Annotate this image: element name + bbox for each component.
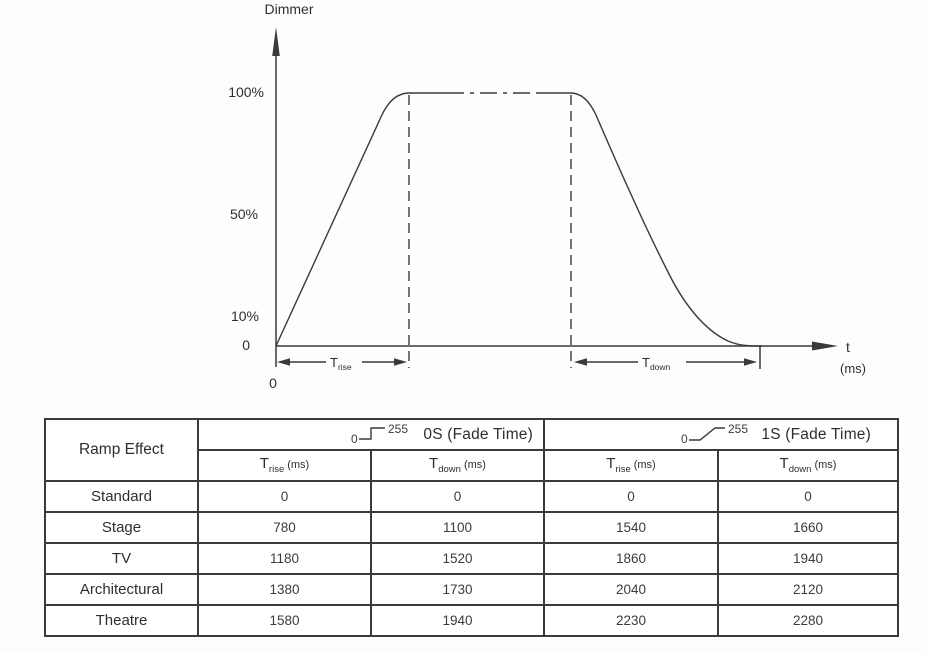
cell-value: 0 [370, 480, 545, 513]
table-row: Stage 780 1100 1540 1660 [44, 511, 899, 544]
cell-value: 1380 [197, 573, 372, 606]
subcol-trise-1s: Trise (ms) [543, 449, 719, 482]
cell-value: 1520 [370, 542, 545, 575]
step-0s-icon: 0 255 [351, 424, 408, 446]
svg-text:0: 0 [681, 432, 688, 446]
cell-value: 2040 [543, 573, 719, 606]
subcol-tdown-1s: Tdown (ms) [717, 449, 899, 482]
cell-value: 0 [543, 480, 719, 513]
cell-value: 1540 [543, 511, 719, 544]
ytick-0: 0 [242, 337, 250, 353]
subcol-tdown-0s: Tdown (ms) [370, 449, 545, 482]
trise-left-arrowhead-icon [277, 358, 290, 366]
tdown-right-arrowhead-icon [744, 358, 757, 366]
x-axis-label: t [846, 339, 850, 355]
subcol-trise-0s: Trise (ms) [197, 449, 372, 482]
cell-value: 0 [717, 480, 899, 513]
group-header-1s: 0 255 1S (Fade Time) [543, 418, 899, 451]
ramp-1s-icon: 0 255 [681, 424, 748, 446]
trise-annotation: Trise [330, 355, 352, 372]
dimmer-curve-figure: Dimmer t (ms) 100% 50% 10% 0 0 Trise Tdo… [228, 1, 866, 391]
row-name-architectural: Architectural [44, 573, 199, 606]
cell-value: 1660 [717, 511, 899, 544]
svg-text:255: 255 [728, 424, 748, 436]
table-row: Theatre 1580 1940 2230 2280 [44, 604, 899, 637]
svg-text:0: 0 [351, 432, 358, 446]
cell-value: 1940 [370, 604, 545, 637]
cell-value: 1730 [370, 573, 545, 606]
ytick-50: 50% [230, 206, 258, 222]
corner-header: Ramp Effect [44, 418, 199, 482]
group-header-0s: 0 255 0S (Fade Time) [197, 418, 545, 451]
cell-value: 2120 [717, 573, 899, 606]
cell-value: 0 [197, 480, 372, 513]
ramp-effect-table: Ramp Effect 0 255 0S (Fade Time) 0 [44, 418, 899, 637]
table-row: Architectural 1380 1730 2040 2120 [44, 573, 899, 606]
origin-label: 0 [269, 375, 277, 391]
cell-value: 2280 [717, 604, 899, 637]
cell-value: 1940 [717, 542, 899, 575]
x-axis-arrowhead-icon [812, 341, 838, 351]
row-name-standard: Standard [44, 480, 199, 513]
x-axis-unit: (ms) [840, 361, 866, 376]
curve-fall [537, 92, 763, 347]
group-label-0s: 0S (Fade Time) [423, 425, 533, 443]
tdown-left-arrowhead-icon [574, 358, 587, 366]
cell-value: 1100 [370, 511, 545, 544]
svg-text:255: 255 [388, 424, 408, 436]
ytick-100: 100% [228, 84, 264, 100]
cell-value: 780 [197, 511, 372, 544]
cell-value: 1580 [197, 604, 372, 637]
row-name-stage: Stage [44, 511, 199, 544]
group-label-1s: 1S (Fade Time) [761, 425, 871, 443]
cell-value: 1180 [197, 542, 372, 575]
cell-value: 1860 [543, 542, 719, 575]
ytick-10: 10% [231, 308, 259, 324]
table-row: Standard 0 0 0 0 [44, 480, 899, 513]
row-name-tv: TV [44, 542, 199, 575]
curve-rise [275, 92, 447, 347]
row-name-theatre: Theatre [44, 604, 199, 637]
tdown-annotation: Tdown [642, 355, 671, 372]
y-axis-title: Dimmer [265, 1, 314, 17]
cell-value: 2230 [543, 604, 719, 637]
trise-right-arrowhead-icon [394, 358, 407, 366]
table-row: TV 1180 1520 1860 1940 [44, 542, 899, 575]
y-axis-arrowhead-icon [272, 27, 280, 56]
